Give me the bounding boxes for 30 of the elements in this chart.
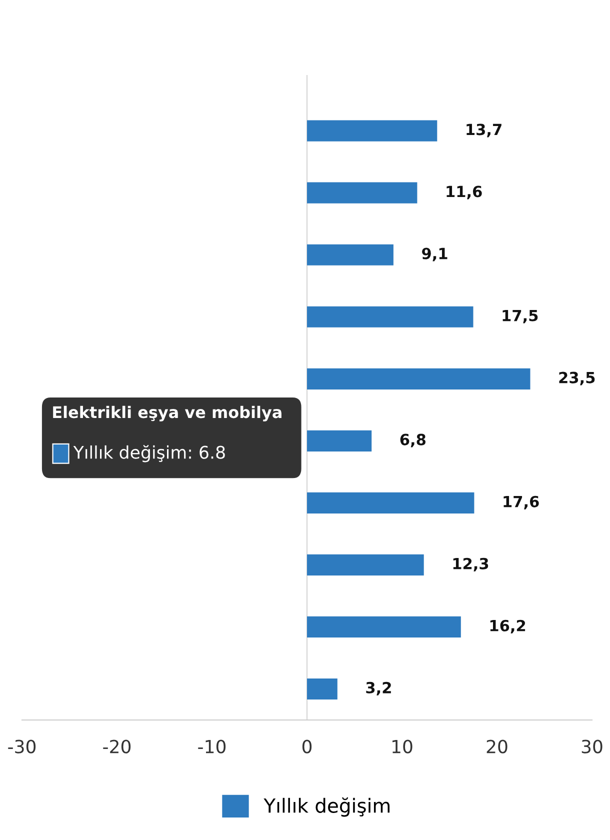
- data-label: 3,2: [366, 682, 391, 696]
- x-tick-label: 10: [392, 740, 412, 754]
- bar: [307, 616, 461, 638]
- data-label: 16,2: [490, 620, 526, 634]
- bar: [307, 306, 474, 328]
- data-label: 11,6: [446, 186, 482, 200]
- x-tick-label: -30: [8, 740, 36, 754]
- data-label: 12,3: [453, 558, 488, 572]
- annotation: Yıllık değişim: 6.8: [73, 444, 225, 462]
- data-label: 13,7: [466, 124, 502, 138]
- bar: [307, 120, 438, 142]
- annotation: Elektrikli eşya ve mobilya: [53, 406, 282, 422]
- data-label: 6,8: [400, 434, 426, 448]
- bar: [307, 492, 474, 514]
- bar: [307, 678, 338, 700]
- bar: [307, 182, 418, 204]
- x-tick-label: 20: [486, 740, 508, 754]
- bar: [307, 368, 530, 390]
- data-label: 17,6: [504, 496, 539, 510]
- data-label: 23,5: [559, 372, 595, 386]
- legend-label: Yıllık değişim: [264, 797, 390, 817]
- x-tick-label: 0: [302, 740, 312, 754]
- bar: [307, 554, 424, 576]
- bar: [307, 430, 372, 452]
- x-tick-label: -10: [198, 740, 226, 754]
- bar: [307, 244, 394, 266]
- data-label: 9,1: [422, 248, 448, 262]
- x-tick-label: -20: [103, 740, 131, 754]
- x-tick-label: 30: [582, 740, 602, 754]
- data-label: 17,5: [502, 310, 538, 324]
